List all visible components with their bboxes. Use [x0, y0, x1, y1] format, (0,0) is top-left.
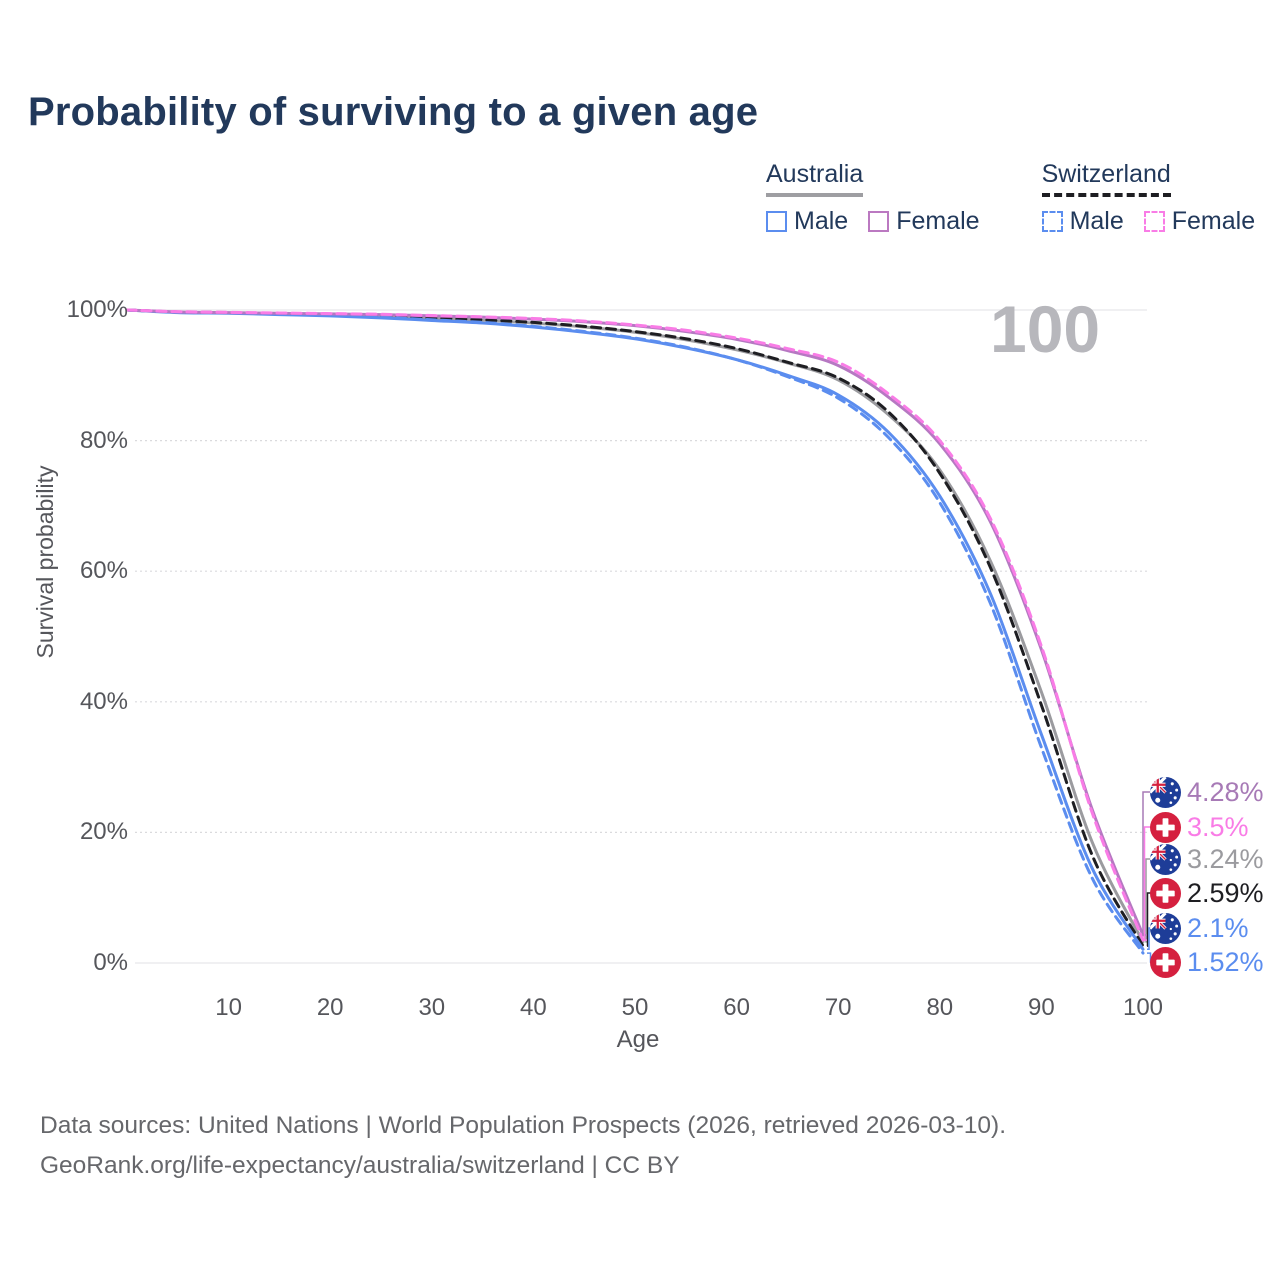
legend-swatch-australia-female	[868, 211, 890, 232]
end-label-australia-both: 3.24%	[1150, 843, 1264, 876]
x-tick-80: 80	[926, 994, 954, 1021]
legend-label-switzerland-female: Female	[1171, 207, 1256, 235]
footer: Data sources: United Nations | World Pop…	[40, 1106, 1006, 1185]
x-tick-100: 100	[1122, 994, 1164, 1021]
switzerland-flag-icon	[1150, 877, 1181, 909]
legend-group-australia-label: Australia	[766, 160, 864, 197]
end-label-connector-australia-both	[1145, 858, 1152, 943]
end-label-switzerland-both: 2.59%	[1150, 877, 1264, 910]
hover-age-watermark: 100	[990, 292, 1101, 366]
series-line-australia-female[interactable]	[125, 308, 1145, 937]
end-label-value: 1.52%	[1187, 946, 1264, 977]
footer-link-line[interactable]: GeoRank.org/life-expectancy/australia/sw…	[40, 1151, 680, 1179]
legend-label-australia-female: Female	[896, 207, 980, 235]
end-label-switzerland-female: 3.5%	[1150, 811, 1249, 844]
end-label-connector-switzerland-female	[1143, 826, 1152, 941]
y-tick-60: 60%	[79, 557, 128, 585]
series-line-australia-male[interactable]	[125, 308, 1145, 951]
australia-flag-icon	[1150, 843, 1181, 875]
end-label-switzerland-male: 1.52%	[1150, 946, 1264, 979]
x-tick-50: 50	[621, 994, 649, 1021]
end-label-value: 4.28%	[1187, 776, 1264, 807]
legend-group-australia: Australia Male Female	[766, 160, 980, 236]
legend-item-switzerland-male[interactable]: Male	[1041, 207, 1124, 236]
x-tick-70: 70	[824, 994, 852, 1021]
legend-group-switzerland-label: Switzerland	[1041, 160, 1171, 197]
legend-label-australia-male: Male	[794, 207, 849, 235]
y-tick-0: 0%	[93, 949, 128, 976]
legend-item-switzerland-female[interactable]: Female	[1143, 207, 1256, 236]
x-tick-30: 30	[418, 994, 446, 1021]
legend: Australia Male Female Switzerland Male F…	[766, 160, 1255, 236]
y-tick-20: 20%	[79, 818, 128, 846]
x-tick-10: 10	[215, 994, 242, 1021]
y-tick-80: 80%	[79, 426, 128, 454]
end-label-connector-switzerland-both	[1146, 892, 1152, 947]
y-tick-40: 40%	[79, 687, 128, 715]
x-tick-90: 90	[1028, 994, 1055, 1021]
page-title: Probability of surviving to a given age	[28, 90, 759, 134]
legend-swatch-australia-male	[766, 211, 787, 232]
australia-flag-icon	[1150, 776, 1181, 808]
legend-label-switzerland-male: Male	[1069, 207, 1124, 235]
legend-swatch-switzerland-female	[1143, 211, 1165, 232]
switzerland-flag-icon	[1150, 811, 1181, 843]
x-axis-title: Age	[616, 1026, 660, 1053]
footer-sources-line: Data sources: United Nations | World Pop…	[40, 1112, 1007, 1139]
end-label-australia-female: 4.28%	[1150, 776, 1264, 809]
y-tick-100: 100%	[66, 296, 128, 323]
australia-flag-icon	[1150, 912, 1181, 944]
legend-swatch-switzerland-male	[1041, 211, 1063, 232]
x-tick-40: 40	[520, 994, 547, 1021]
series-line-switzerland-female[interactable]	[125, 308, 1145, 942]
series-line-australia-both[interactable]	[125, 308, 1145, 944]
end-label-australia-male: 2.1%	[1150, 912, 1249, 945]
end-label-value: 2.1%	[1187, 912, 1249, 943]
legend-item-australia-female[interactable]: Female	[868, 207, 980, 236]
x-tick-20: 20	[316, 994, 344, 1021]
x-tick-60: 60	[723, 994, 750, 1021]
legend-group-switzerland: Switzerland Male Female	[1041, 160, 1256, 236]
end-label-value: 3.24%	[1187, 843, 1264, 874]
end-label-value: 2.59%	[1187, 877, 1264, 908]
y-axis-title: Survival probability	[32, 465, 58, 659]
switzerland-flag-icon	[1150, 946, 1181, 978]
series-line-switzerland-both[interactable]	[125, 308, 1145, 948]
series-line-switzerland-male[interactable]	[125, 308, 1145, 955]
end-label-value: 3.5%	[1187, 811, 1249, 842]
legend-item-australia-male[interactable]: Male	[766, 207, 848, 236]
